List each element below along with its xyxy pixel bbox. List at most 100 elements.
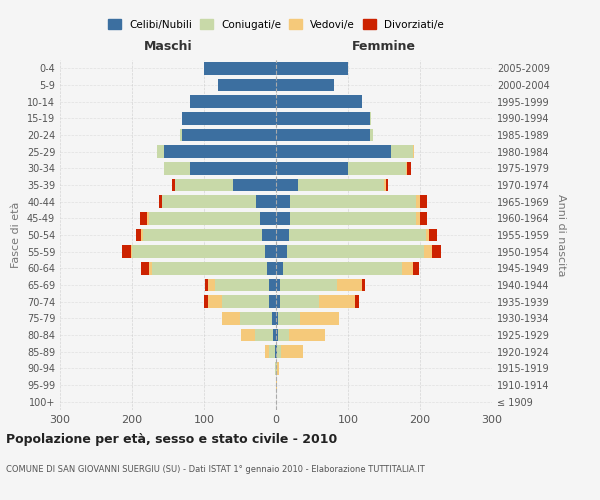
Bar [222,312,240,324]
Bar [190,162,276,174]
Bar [355,296,359,308]
Bar [276,229,289,241]
Bar [143,229,262,241]
Y-axis label: Anni di nascita: Anni di nascita [556,194,566,276]
Bar [362,279,365,291]
Bar [386,179,388,191]
Text: Femmine: Femmine [352,40,416,53]
Bar [416,196,420,208]
Bar [273,329,276,341]
Bar [241,329,255,341]
Bar [122,246,131,258]
Bar [218,78,276,91]
Bar [240,312,272,324]
Bar [204,296,208,308]
Bar [281,346,302,358]
Bar [132,246,265,258]
Bar [278,312,300,324]
Bar [276,262,283,274]
Bar [265,246,276,258]
Bar [384,179,386,191]
Bar [269,279,276,291]
Bar [164,146,276,158]
Bar [275,362,276,374]
Bar [222,296,269,308]
Bar [190,96,276,108]
Bar [348,162,406,174]
Bar [208,296,222,308]
Bar [152,262,268,274]
Bar [140,212,147,224]
Bar [276,279,280,291]
Bar [260,212,276,224]
Bar [147,212,149,224]
Bar [131,246,132,258]
Bar [290,196,416,208]
Bar [180,128,182,141]
Bar [256,196,276,208]
Bar [276,296,280,308]
Bar [280,279,337,291]
Bar [276,162,348,174]
Bar [276,329,278,341]
Bar [276,112,370,124]
Bar [164,162,190,174]
Bar [142,229,143,241]
Bar [268,262,276,274]
Bar [337,279,362,291]
Bar [275,346,276,358]
Bar [278,329,289,341]
Bar [215,279,269,291]
Bar [162,196,256,208]
Bar [255,329,273,341]
Text: Maschi: Maschi [143,40,193,53]
Bar [149,212,260,224]
Legend: Celibi/Nubili, Coniugati/e, Vedovi/e, Divorziati/e: Celibi/Nubili, Coniugati/e, Vedovi/e, Di… [104,15,448,34]
Bar [319,296,355,308]
Bar [289,329,325,341]
Bar [298,179,384,191]
Y-axis label: Fasce di età: Fasce di età [11,202,21,268]
Bar [420,196,427,208]
Bar [277,362,279,374]
Bar [430,229,437,241]
Bar [416,212,420,224]
Bar [391,146,413,158]
Bar [407,162,410,174]
Bar [413,146,414,158]
Text: Popolazione per età, sesso e stato civile - 2010: Popolazione per età, sesso e stato civil… [6,432,337,446]
Text: COMUNE DI SAN GIOVANNI SUERGIU (SU) - Dati ISTAT 1° gennaio 2010 - Elaborazione : COMUNE DI SAN GIOVANNI SUERGIU (SU) - Da… [6,466,425,474]
Bar [233,179,276,191]
Bar [276,379,277,391]
Bar [277,346,281,358]
Bar [424,246,432,258]
Bar [157,146,164,158]
Bar [276,196,290,208]
Bar [182,128,276,141]
Bar [280,296,319,308]
Bar [276,128,370,141]
Bar [283,262,402,274]
Bar [276,78,334,91]
Bar [276,62,348,74]
Bar [265,346,269,358]
Bar [182,112,276,124]
Bar [420,212,427,224]
Bar [158,196,162,208]
Bar [149,262,152,274]
Bar [276,146,391,158]
Bar [276,212,290,224]
Bar [300,312,340,324]
Bar [432,246,441,258]
Bar [276,96,362,108]
Bar [142,262,149,274]
Bar [175,179,233,191]
Bar [272,312,276,324]
Bar [406,162,407,174]
Bar [276,246,287,258]
Bar [208,279,215,291]
Bar [289,229,426,241]
Bar [276,362,277,374]
Bar [370,128,373,141]
Bar [262,229,276,241]
